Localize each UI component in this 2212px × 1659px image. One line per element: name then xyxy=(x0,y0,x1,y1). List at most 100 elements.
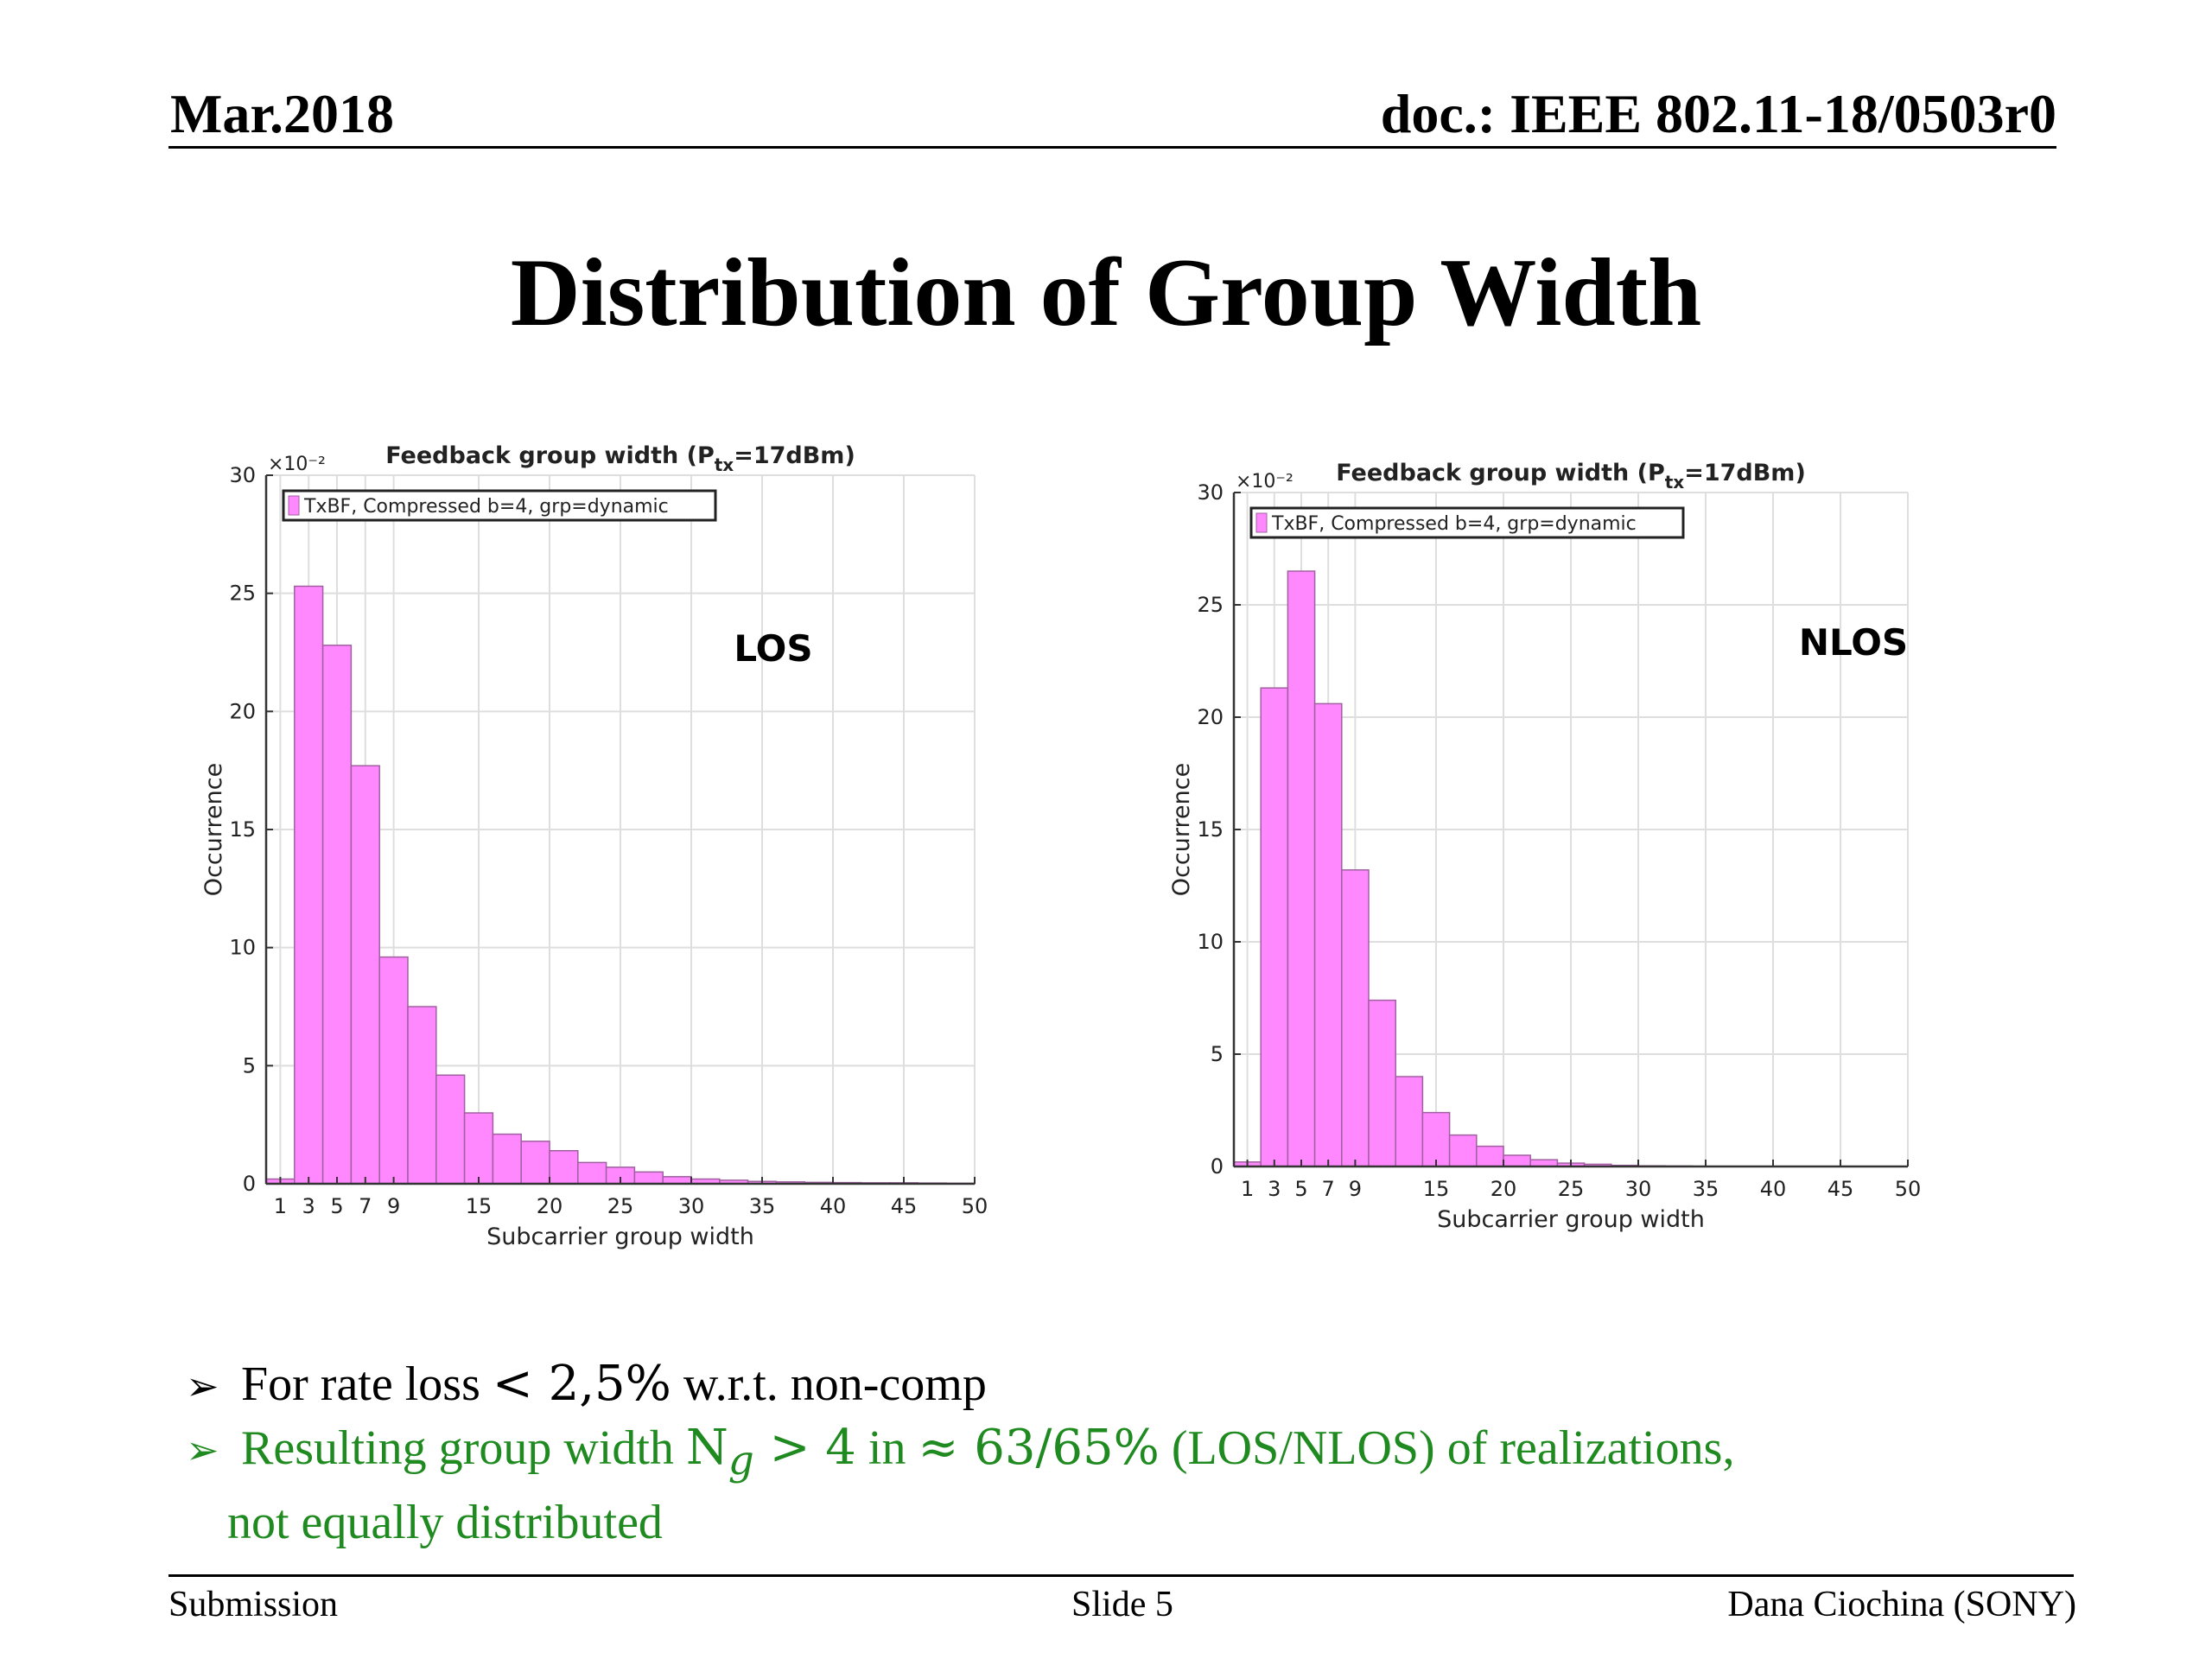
x-tick-label: 20 xyxy=(1491,1177,1517,1201)
bullet-text: w.r.t. non-comp xyxy=(671,1357,987,1411)
histogram-bar xyxy=(1287,570,1316,1167)
x-tick-label: 3 xyxy=(302,1194,315,1218)
y-tick-label: 10 xyxy=(229,936,256,960)
x-tick-label: 50 xyxy=(962,1194,988,1218)
histogram-bar xyxy=(492,1133,522,1185)
y-axis-label: Occurrence xyxy=(1168,763,1195,896)
histogram-bar xyxy=(633,1171,664,1185)
x-tick-label: 25 xyxy=(607,1194,634,1218)
y-tick-label: 5 xyxy=(243,1053,256,1077)
histogram-bar xyxy=(294,585,324,1185)
chart-title: Feedback group width (Ptx=17dBm) xyxy=(1336,460,1806,493)
histogram-bar xyxy=(407,1006,437,1185)
histogram-bar xyxy=(463,1112,494,1185)
bullet-text: Resulting group width xyxy=(241,1421,686,1476)
x-tick-label: 9 xyxy=(387,1194,400,1218)
legend-box xyxy=(282,489,717,522)
histogram-bar xyxy=(1313,702,1343,1167)
slide-title: Distribution of Group Width xyxy=(510,239,1702,346)
x-tick-label: 15 xyxy=(466,1194,493,1218)
x-tick-label: 25 xyxy=(1558,1177,1585,1201)
bullet-text: (LOS/NLOS) of realizations, xyxy=(1159,1421,1735,1476)
y-tick-label: 25 xyxy=(229,582,256,606)
legend-label: TxBF, Compressed b=4, grp=dynamic xyxy=(303,496,669,518)
y-multiplier-label: ×10⁻² xyxy=(268,454,326,475)
legend-swatch xyxy=(1255,512,1268,533)
histogram-bar xyxy=(1448,1134,1478,1167)
bullet-continuation: not equally distributed xyxy=(227,1496,663,1550)
nlos-chart: 1 3 5 7 9 15 20 25 30 35 40 45 50 0 5 10 15 20 25 30 ×10⁻² Fe… xyxy=(1158,449,1936,1244)
x-tick-label: 45 xyxy=(891,1194,918,1218)
histogram-bar xyxy=(1395,1076,1424,1167)
x-tick-label: 5 xyxy=(1294,1177,1307,1201)
x-tick-label: 3 xyxy=(1268,1177,1281,1201)
x-tick-label: 35 xyxy=(749,1194,776,1218)
footer-divider xyxy=(168,1574,2074,1577)
x-tick-label: 35 xyxy=(1693,1177,1719,1201)
histogram-bar xyxy=(1260,687,1289,1167)
x-tick-label: 15 xyxy=(1423,1177,1450,1201)
math-symbol: > 4 xyxy=(753,1420,856,1477)
header-doc-id: doc.: IEEE 802.11-18/0503r0 xyxy=(1380,83,2056,144)
math-subscript: g xyxy=(728,1438,754,1485)
histogram-bar xyxy=(577,1161,607,1185)
arrow-bullet-icon: ➢ xyxy=(186,1363,219,1409)
chart-title: Feedback group width (Ptx=17dBm) xyxy=(385,442,855,475)
y-tick-label: 25 xyxy=(1197,593,1224,617)
x-tick-label: 45 xyxy=(1827,1177,1854,1201)
y-tick-label: 20 xyxy=(229,699,256,723)
y-tick-label: 0 xyxy=(1211,1154,1224,1179)
x-tick-label: 7 xyxy=(1322,1177,1335,1201)
x-tick-label: 1 xyxy=(1241,1177,1254,1201)
y-tick-label: 5 xyxy=(1211,1042,1224,1066)
histogram-bar xyxy=(350,765,380,1185)
bullet-item: ➢ Resulting group width Ng > 4 in ≈ 63/65… xyxy=(186,1419,1734,1485)
histogram-bar xyxy=(520,1141,550,1185)
condition-annotation: NLOS xyxy=(1799,621,1908,664)
x-tick-label: 5 xyxy=(330,1194,343,1218)
bullet-math: Ng > 4 xyxy=(686,1420,856,1484)
x-tick-label: 9 xyxy=(1349,1177,1362,1201)
y-tick-label: 15 xyxy=(229,817,256,842)
y-tick-label: 0 xyxy=(243,1172,256,1196)
x-tick-label: 7 xyxy=(359,1194,372,1218)
header-divider xyxy=(168,146,2056,149)
histogram-bar xyxy=(435,1074,466,1185)
x-tick-label: 20 xyxy=(537,1194,563,1218)
bullet-text: For rate loss xyxy=(241,1357,493,1411)
y-tick-label: 30 xyxy=(1197,480,1224,505)
y-axis-label: Occurrence xyxy=(200,763,227,896)
footer-submission: Submission xyxy=(168,1585,339,1624)
histogram-bar xyxy=(1368,999,1396,1167)
x-tick-label: 40 xyxy=(1760,1177,1787,1201)
x-axis-label: Subcarrier group width xyxy=(486,1224,754,1250)
histogram-bar xyxy=(1421,1111,1451,1167)
condition-annotation: LOS xyxy=(734,627,812,670)
bullet-list: ➢ For rate loss < 2,5% w.r.t. non-comp ➢ R… xyxy=(186,1355,1734,1553)
arrow-bullet-icon: ➢ xyxy=(186,1427,219,1474)
y-tick-label: 30 xyxy=(229,463,256,487)
y-tick-label: 10 xyxy=(1197,930,1224,954)
x-tick-label: 30 xyxy=(678,1194,705,1218)
y-tick-label: 20 xyxy=(1197,705,1224,729)
bullet-item: ➢ For rate loss < 2,5% w.r.t. non-comp xyxy=(186,1355,1734,1414)
x-axis-label: Subcarrier group width xyxy=(1437,1206,1705,1233)
legend-swatch xyxy=(288,495,300,516)
los-chart: 1 3 5 7 9 15 20 25 30 35 40 45 50 0 5 10 15 20 25 30 ×10⁻² Fe… xyxy=(190,432,1011,1262)
x-tick-label: 40 xyxy=(820,1194,847,1218)
header-date: Mar.2018 xyxy=(170,83,394,144)
legend-label: TxBF, Compressed b=4, grp=dynamic xyxy=(1271,513,1637,535)
histogram-bar xyxy=(321,645,353,1185)
x-tick-label: 50 xyxy=(1895,1177,1922,1201)
x-tick-label: 30 xyxy=(1625,1177,1652,1201)
footer-slide-number: Slide 5 xyxy=(1071,1585,1173,1624)
histogram-bar xyxy=(1341,869,1370,1167)
legend-box xyxy=(1249,506,1685,539)
histogram-bar xyxy=(378,956,409,1185)
y-tick-label: 15 xyxy=(1197,817,1224,842)
bullet-math: ≈ 63/65% xyxy=(918,1420,1160,1477)
bullet-text: in xyxy=(855,1421,918,1476)
histogram-bar xyxy=(1503,1154,1531,1167)
